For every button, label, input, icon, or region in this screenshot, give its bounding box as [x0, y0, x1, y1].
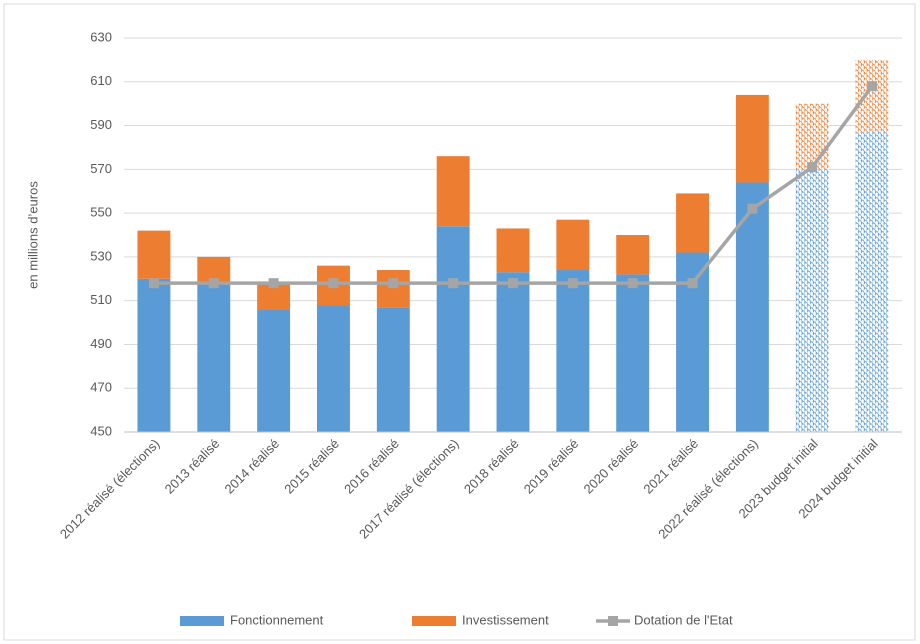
- line-marker: [807, 162, 818, 173]
- y-tick-label: 490: [90, 336, 112, 351]
- y-tick-label: 570: [90, 161, 112, 176]
- bar-segment: [616, 235, 650, 275]
- y-tick-label: 590: [90, 117, 112, 132]
- bar-segment: [376, 270, 410, 308]
- y-tick-label: 450: [90, 423, 112, 438]
- bar-segment: [436, 226, 470, 432]
- bar-segment: [257, 309, 291, 432]
- line-marker: [148, 278, 159, 289]
- bar-segment: [735, 182, 769, 432]
- line-marker: [388, 278, 399, 289]
- y-tick-label: 510: [90, 292, 112, 307]
- bar-segment: [855, 132, 889, 432]
- line-marker: [687, 278, 698, 289]
- line-marker: [328, 278, 339, 289]
- bar-segment: [496, 228, 530, 273]
- line-marker: [627, 278, 638, 289]
- bar-segment: [317, 305, 350, 432]
- bar-segment: [795, 169, 829, 433]
- bar-segment: [556, 219, 590, 271]
- legend-label: Investissement: [462, 612, 549, 627]
- bar-segment: [616, 274, 650, 432]
- line-marker: [268, 278, 279, 289]
- bar-segment: [735, 94, 769, 183]
- line-marker: [508, 278, 518, 289]
- bar-segment: [137, 278, 171, 432]
- line-marker: [567, 278, 578, 289]
- line-marker: [867, 81, 878, 92]
- legend-label: Dotation de l'Etat: [634, 612, 733, 627]
- y-tick-label: 530: [90, 248, 112, 263]
- bar-segment: [496, 272, 530, 432]
- y-tick-label: 630: [90, 29, 112, 44]
- legend-swatch: [180, 616, 224, 626]
- line-marker: [747, 203, 758, 214]
- legend-label: Fonctionnement: [230, 612, 324, 627]
- bar-segment: [436, 156, 470, 227]
- bar-segment: [197, 283, 231, 432]
- bar-segment: [376, 307, 410, 432]
- legend-swatch: [608, 616, 618, 626]
- bar-segment: [556, 270, 590, 432]
- bar-segment: [676, 193, 709, 253]
- bar-segment: [137, 230, 171, 279]
- legend-swatch: [412, 616, 456, 626]
- y-tick-label: 470: [90, 380, 112, 395]
- bar-segment: [855, 59, 889, 133]
- y-tick-label: 550: [90, 205, 112, 220]
- bar-segment: [795, 103, 829, 170]
- y-tick-label: 610: [90, 73, 112, 88]
- line-marker: [448, 278, 459, 289]
- y-axis-label: en millions d’euros: [25, 181, 40, 289]
- line-marker: [208, 278, 219, 289]
